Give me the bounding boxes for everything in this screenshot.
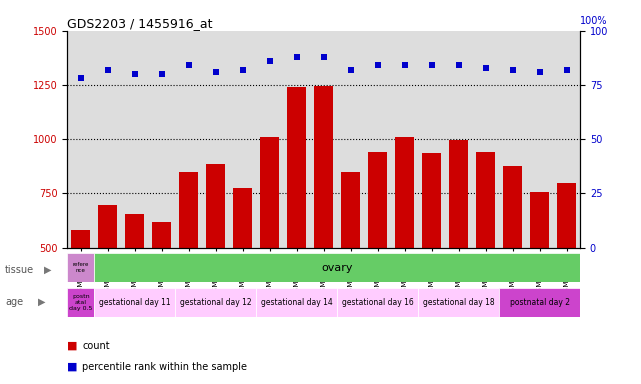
Point	[372, 62, 383, 68]
Point	[238, 67, 248, 73]
Bar	[476, 152, 495, 356]
Text: age: age	[5, 297, 23, 307]
Text: postnatal day 2: postnatal day 2	[510, 298, 570, 307]
Bar	[449, 140, 468, 356]
Text: ovary: ovary	[321, 263, 353, 273]
Bar	[71, 230, 90, 356]
Point	[76, 75, 86, 81]
Bar	[67, 253, 94, 282]
Point	[426, 62, 437, 68]
Point	[454, 62, 464, 68]
Text: GDS2203 / 1455916_at: GDS2203 / 1455916_at	[67, 17, 213, 30]
Text: ▶: ▶	[44, 265, 51, 275]
Point	[103, 67, 113, 73]
Point	[481, 65, 491, 71]
Point	[211, 69, 221, 75]
Bar	[422, 153, 441, 356]
Text: 100%: 100%	[580, 17, 608, 26]
Bar	[503, 166, 522, 356]
Point	[508, 67, 518, 73]
Text: gestational day 12: gestational day 12	[180, 298, 251, 307]
Bar	[67, 288, 94, 317]
Text: count: count	[82, 341, 110, 351]
Text: gestational day 14: gestational day 14	[261, 298, 333, 307]
Bar	[98, 205, 117, 356]
Bar	[557, 183, 576, 356]
Bar	[94, 288, 175, 317]
Point	[129, 71, 140, 77]
Text: tissue: tissue	[5, 265, 34, 275]
Bar	[256, 288, 337, 317]
Text: gestational day 18: gestational day 18	[423, 298, 494, 307]
Bar	[418, 288, 499, 317]
Bar	[314, 86, 333, 356]
Bar	[179, 172, 198, 356]
Point	[156, 71, 167, 77]
Text: gestational day 11: gestational day 11	[99, 298, 171, 307]
Point	[345, 67, 356, 73]
Bar	[341, 172, 360, 356]
Text: ■: ■	[67, 341, 78, 351]
Point	[265, 58, 275, 64]
Point	[183, 62, 194, 68]
Bar	[126, 214, 144, 356]
Bar	[287, 87, 306, 356]
Bar	[395, 137, 414, 356]
Text: percentile rank within the sample: percentile rank within the sample	[82, 362, 247, 372]
Text: ■: ■	[67, 362, 78, 372]
Point	[399, 62, 410, 68]
Bar	[206, 164, 225, 356]
Bar	[233, 188, 252, 356]
Bar	[499, 288, 580, 317]
Point	[562, 67, 572, 73]
Text: postn
atal
day 0.5: postn atal day 0.5	[69, 294, 92, 311]
Bar	[260, 137, 279, 356]
Bar	[530, 192, 549, 356]
Bar	[337, 288, 418, 317]
Point	[319, 54, 329, 60]
Bar	[153, 222, 171, 356]
Text: refere
nce: refere nce	[72, 262, 89, 273]
Bar	[368, 152, 387, 356]
Text: gestational day 16: gestational day 16	[342, 298, 413, 307]
Bar	[175, 288, 256, 317]
Point	[292, 54, 302, 60]
Text: ▶: ▶	[38, 297, 46, 307]
Point	[535, 69, 545, 75]
